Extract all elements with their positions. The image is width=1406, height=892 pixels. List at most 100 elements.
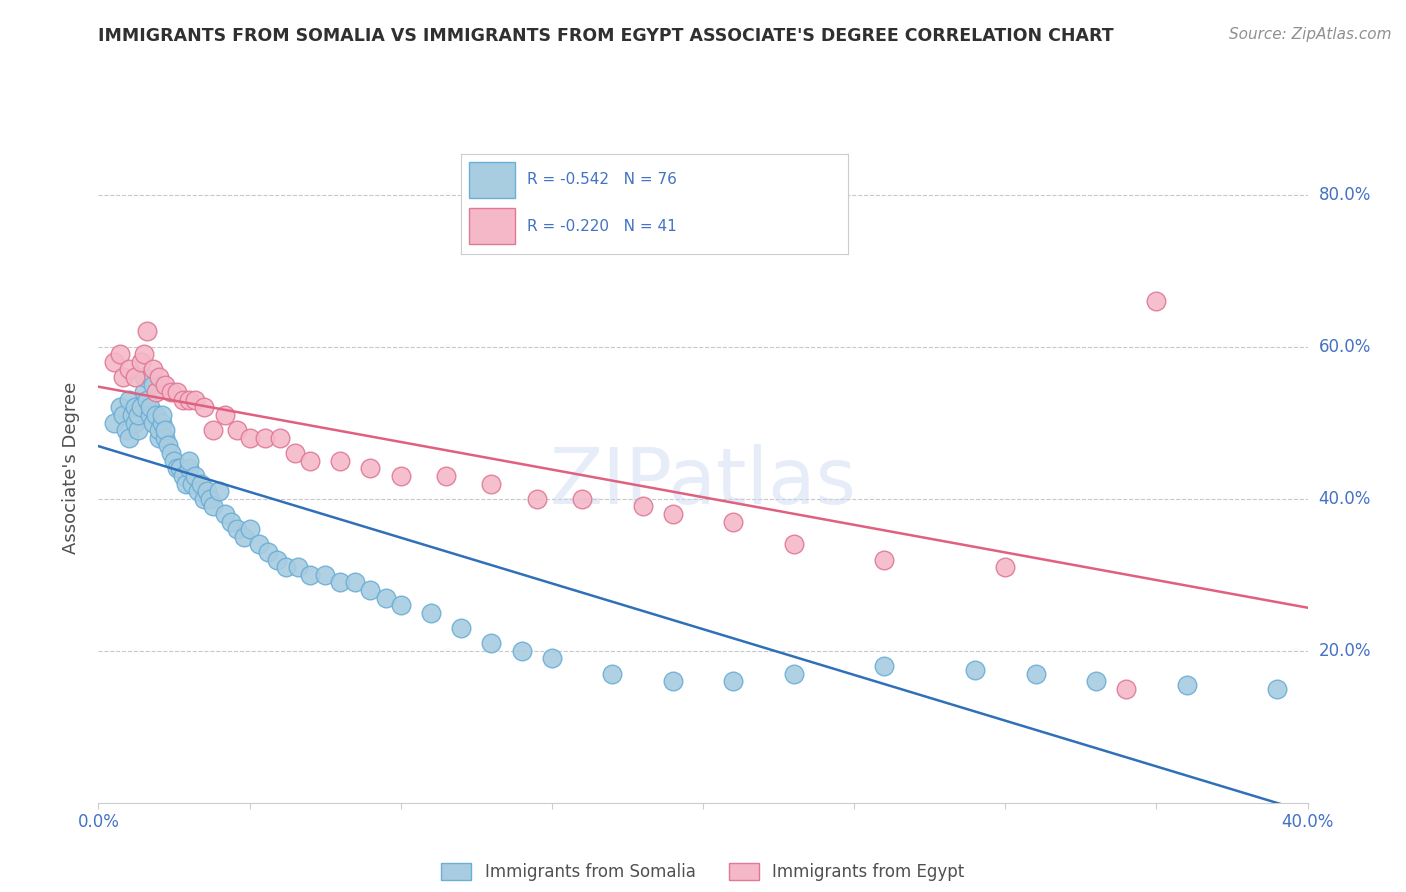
Point bbox=[166, 461, 188, 475]
Point bbox=[139, 408, 162, 422]
Point bbox=[1085, 674, 1108, 689]
Point bbox=[202, 500, 225, 514]
Text: Source: ZipAtlas.com: Source: ZipAtlas.com bbox=[1229, 27, 1392, 42]
Point bbox=[145, 408, 167, 422]
Point bbox=[124, 370, 146, 384]
Point bbox=[389, 598, 412, 612]
Point bbox=[150, 408, 173, 422]
Point bbox=[111, 408, 134, 422]
Point bbox=[214, 507, 236, 521]
Point bbox=[135, 325, 157, 339]
Point bbox=[419, 606, 441, 620]
Point bbox=[602, 666, 624, 681]
Point bbox=[148, 423, 170, 437]
Point bbox=[360, 582, 382, 597]
Point bbox=[142, 416, 165, 430]
Point bbox=[247, 537, 270, 551]
Text: 40.0%: 40.0% bbox=[1319, 490, 1371, 508]
Point bbox=[187, 484, 209, 499]
Point bbox=[374, 591, 396, 605]
Point bbox=[1175, 678, 1198, 692]
Point bbox=[184, 392, 207, 407]
Point bbox=[1115, 681, 1137, 696]
Point bbox=[103, 416, 125, 430]
Point bbox=[721, 515, 744, 529]
Text: 20.0%: 20.0% bbox=[1319, 641, 1371, 660]
Point bbox=[994, 560, 1017, 574]
Point bbox=[190, 476, 212, 491]
Point bbox=[329, 575, 352, 590]
Point bbox=[329, 453, 352, 467]
Point bbox=[160, 385, 183, 400]
Point bbox=[299, 453, 322, 467]
Point bbox=[153, 377, 176, 392]
Text: IMMIGRANTS FROM SOMALIA VS IMMIGRANTS FROM EGYPT ASSOCIATE'S DEGREE CORRELATION : IMMIGRANTS FROM SOMALIA VS IMMIGRANTS FR… bbox=[98, 27, 1114, 45]
Point bbox=[174, 476, 197, 491]
Point bbox=[661, 507, 683, 521]
Point bbox=[129, 355, 152, 369]
Text: ZIPatlas: ZIPatlas bbox=[550, 443, 856, 520]
Point bbox=[184, 469, 207, 483]
Point bbox=[135, 392, 157, 407]
Point bbox=[118, 392, 141, 407]
Point bbox=[721, 674, 744, 689]
Legend: Immigrants from Somalia, Immigrants from Egypt: Immigrants from Somalia, Immigrants from… bbox=[441, 863, 965, 881]
Point bbox=[481, 476, 503, 491]
Point bbox=[208, 484, 231, 499]
Point bbox=[299, 567, 322, 582]
Point bbox=[150, 416, 173, 430]
Point bbox=[571, 491, 593, 506]
Point bbox=[450, 621, 472, 635]
Point bbox=[127, 423, 149, 437]
Point bbox=[111, 370, 134, 384]
Point bbox=[127, 408, 149, 422]
Point bbox=[121, 408, 143, 422]
Point bbox=[156, 438, 179, 452]
Point bbox=[177, 453, 201, 467]
Point bbox=[132, 347, 155, 361]
Point bbox=[526, 491, 548, 506]
Point bbox=[153, 423, 176, 437]
Point bbox=[195, 484, 218, 499]
Point bbox=[142, 362, 165, 376]
Point bbox=[510, 644, 533, 658]
Point bbox=[177, 392, 201, 407]
Point bbox=[114, 423, 136, 437]
Point bbox=[145, 385, 167, 400]
Point bbox=[181, 476, 204, 491]
Point bbox=[108, 347, 131, 361]
Point bbox=[214, 408, 236, 422]
Point bbox=[481, 636, 503, 650]
Point bbox=[148, 431, 170, 445]
Point bbox=[153, 431, 176, 445]
Point bbox=[108, 401, 131, 415]
Point bbox=[239, 522, 262, 536]
Point bbox=[132, 385, 155, 400]
Point bbox=[177, 461, 201, 475]
Point bbox=[540, 651, 562, 665]
Point bbox=[266, 552, 288, 566]
Point bbox=[118, 431, 141, 445]
Point bbox=[434, 469, 457, 483]
Point bbox=[132, 370, 155, 384]
Point bbox=[226, 423, 249, 437]
Point bbox=[221, 515, 243, 529]
Point bbox=[232, 530, 254, 544]
Point bbox=[284, 446, 307, 460]
Point bbox=[129, 401, 152, 415]
Text: 80.0%: 80.0% bbox=[1319, 186, 1371, 203]
Point bbox=[1024, 666, 1046, 681]
Point bbox=[253, 431, 276, 445]
Point bbox=[103, 355, 125, 369]
Point bbox=[142, 377, 165, 392]
Point bbox=[287, 560, 309, 574]
Point bbox=[873, 552, 896, 566]
Point bbox=[200, 491, 222, 506]
Point bbox=[166, 385, 188, 400]
Point bbox=[274, 560, 297, 574]
Point bbox=[124, 416, 146, 430]
Point bbox=[782, 666, 804, 681]
Point bbox=[172, 392, 194, 407]
Point bbox=[139, 401, 162, 415]
Point bbox=[124, 401, 146, 415]
